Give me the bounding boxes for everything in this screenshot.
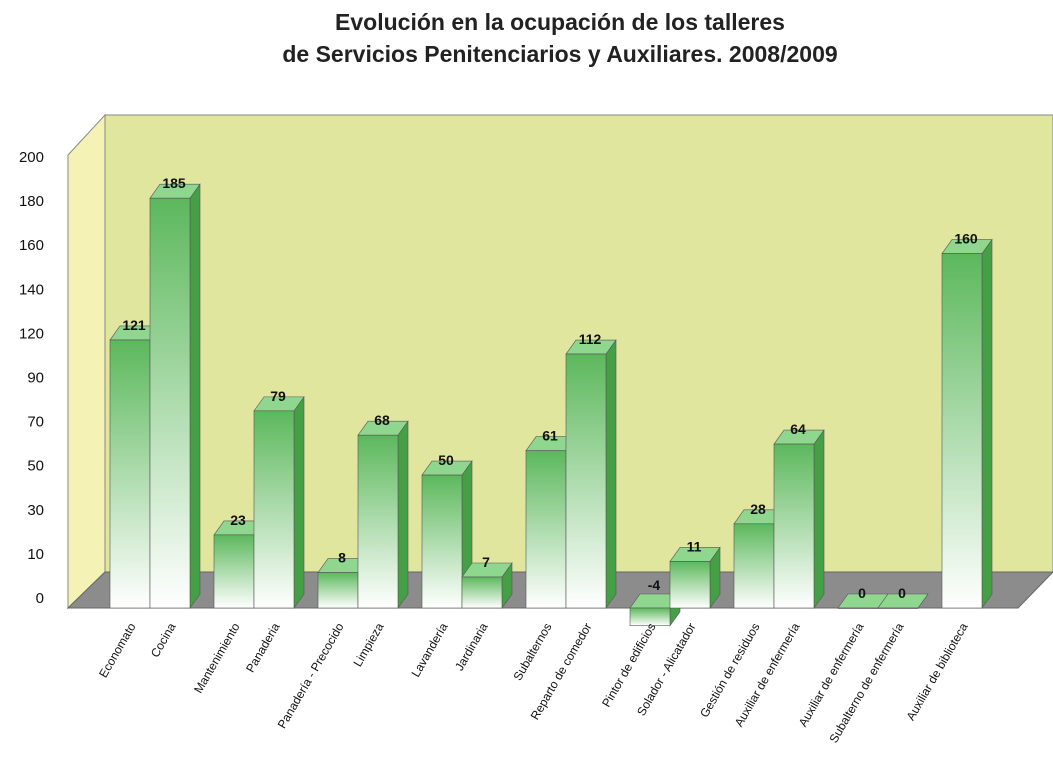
y-tick-label: 0 — [36, 590, 44, 607]
x-tick-label: Lavandería — [408, 620, 450, 679]
value-label: 160 — [954, 231, 978, 247]
bar — [669, 546, 721, 609]
y-tick-label: 140 — [19, 281, 44, 298]
value-label: 0 — [898, 585, 906, 601]
value-label: 8 — [338, 550, 346, 566]
bar-front — [213, 534, 255, 609]
chart-subtitle: de Servicios Penitenciarios y Auxiliares… — [282, 41, 837, 67]
bar-front — [149, 197, 191, 609]
value-label: 11 — [687, 538, 702, 554]
bar-front — [357, 434, 399, 609]
y-tick-label: 160 — [19, 237, 44, 254]
y-tick-label: 200 — [19, 149, 44, 166]
x-tick-label: Jardinaria — [452, 620, 491, 673]
x-tick-label: Economato — [96, 620, 139, 680]
bar-front — [109, 339, 151, 609]
bar — [773, 429, 825, 609]
x-tick-label: Panadería - Precocido — [275, 620, 347, 731]
bar-front — [565, 353, 607, 609]
bar-front — [877, 607, 919, 609]
x-tick-label: Limpieza — [350, 620, 386, 669]
bar — [877, 593, 929, 609]
x-tick-label: Subalternos — [510, 621, 554, 683]
bar-front — [629, 607, 671, 627]
x-tick-label: Panaderia — [243, 620, 283, 675]
value-label: 7 — [482, 554, 490, 570]
x-tick-label: Auxiliar de biblioteca — [903, 620, 970, 723]
bar — [461, 562, 513, 609]
value-label: 61 — [542, 428, 558, 444]
x-tick-label: Cocina — [148, 620, 179, 660]
bar-side — [981, 238, 993, 609]
bar-side — [293, 395, 305, 609]
bar-front — [461, 576, 503, 609]
x-tick-label: Subalterno de enfermería — [826, 620, 906, 745]
y-tick-label: 120 — [19, 325, 44, 342]
value-label: 79 — [270, 388, 286, 404]
bar-side — [397, 420, 409, 609]
y-tick-label: 180 — [19, 193, 44, 210]
bar — [149, 183, 201, 609]
value-label: 68 — [374, 412, 390, 428]
y-tick-label: 30 — [27, 502, 44, 519]
bar-front — [837, 607, 879, 609]
bar-front — [421, 474, 463, 609]
y-tick-label: 90 — [27, 370, 44, 387]
bar-side — [605, 339, 617, 609]
value-label: 28 — [750, 501, 766, 517]
bar-front — [773, 443, 815, 609]
bar-front — [941, 253, 983, 609]
bar — [357, 420, 409, 609]
bar-front — [669, 561, 711, 609]
value-label: 23 — [230, 512, 246, 528]
bar — [253, 395, 305, 609]
bar-front — [253, 410, 295, 609]
bar — [565, 339, 617, 609]
value-label: 64 — [790, 421, 806, 437]
value-label: 185 — [162, 175, 186, 191]
left-wall — [67, 113, 106, 610]
bar-side — [189, 183, 201, 609]
value-label: 121 — [122, 317, 146, 333]
bar — [941, 238, 993, 609]
value-label: -4 — [648, 577, 661, 593]
bar-front — [733, 523, 775, 609]
value-label: 112 — [579, 331, 602, 347]
value-label: 0 — [858, 585, 866, 601]
bar-front — [317, 572, 359, 609]
value-label: 50 — [438, 452, 454, 468]
y-tick-label: 50 — [27, 458, 44, 475]
y-tick-label: 70 — [27, 414, 44, 431]
bar-side — [813, 429, 825, 609]
bar-front — [525, 450, 567, 609]
bar — [421, 460, 473, 609]
chart-title: Evolución en la ocupación de los tallere… — [335, 9, 785, 35]
y-tick-label: 10 — [27, 546, 44, 563]
x-tick-label: Mantenimiento — [191, 620, 243, 695]
